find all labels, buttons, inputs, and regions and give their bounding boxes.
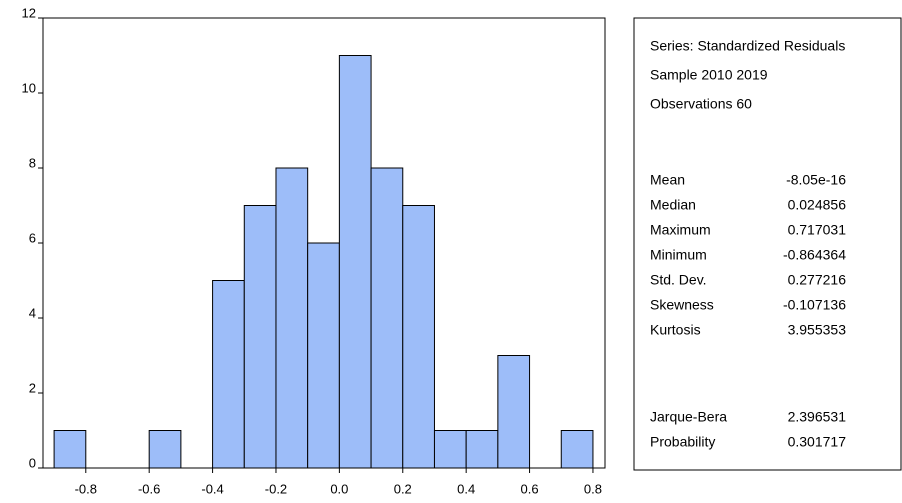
x-tick-label: -0.2 [265,481,287,496]
y-tick-label: 6 [29,230,36,245]
bar [275,167,309,469]
bar [307,242,340,469]
x-tick-label: 0.0 [330,481,348,496]
stat-value: 0.024856 [788,197,847,213]
x-tick-label: 0.8 [584,481,602,496]
y-tick-label: 8 [29,155,36,170]
stat-value: 0.277216 [788,272,847,288]
bar [370,167,404,469]
stat-label: Maximum [650,222,711,238]
stat-value: 3.955353 [788,322,847,338]
x-tick-label: -0.8 [75,481,97,496]
bar [243,205,277,469]
x-tick-label: 0.2 [394,481,412,496]
stat-label: Jarque-Bera [650,409,727,425]
y-tick-label: 0 [29,455,36,470]
stat-label: Mean [650,172,685,188]
stats-header: Series: Standardized Residuals [650,38,845,54]
stats-box [633,17,902,471]
bar [212,280,245,469]
stat-label: Std. Dev. [650,272,707,288]
x-tick-label: -0.6 [138,481,160,496]
stats-header: Observations 60 [650,96,752,112]
stat-value: -0.864364 [783,247,846,263]
stat-value: 2.396531 [788,409,847,425]
y-tick-label: 12 [22,5,36,20]
x-tick-label: -0.4 [201,481,223,496]
y-tick-label: 10 [22,80,36,95]
x-tick-label: 0.4 [457,481,475,496]
bar [148,430,182,469]
stat-value: -0.107136 [783,297,846,313]
bar [560,430,594,469]
bar [53,430,87,469]
stat-label: Probability [650,434,715,450]
stat-label: Kurtosis [650,322,701,338]
y-tick-label: 4 [29,305,36,320]
x-tick-label: 0.6 [521,481,539,496]
stat-value: -8.05e-16 [786,172,846,188]
bar [338,55,372,469]
y-tick-label: 2 [29,380,36,395]
bar [433,430,467,469]
stat-label: Skewness [650,297,714,313]
stats-header: Sample 2010 2019 [650,67,768,83]
bar [402,205,435,469]
bar [465,430,499,469]
stat-value: 0.301717 [788,434,847,450]
stat-label: Minimum [650,247,707,263]
bar [497,355,531,469]
stat-value: 0.717031 [788,222,847,238]
stat-label: Median [650,197,696,213]
